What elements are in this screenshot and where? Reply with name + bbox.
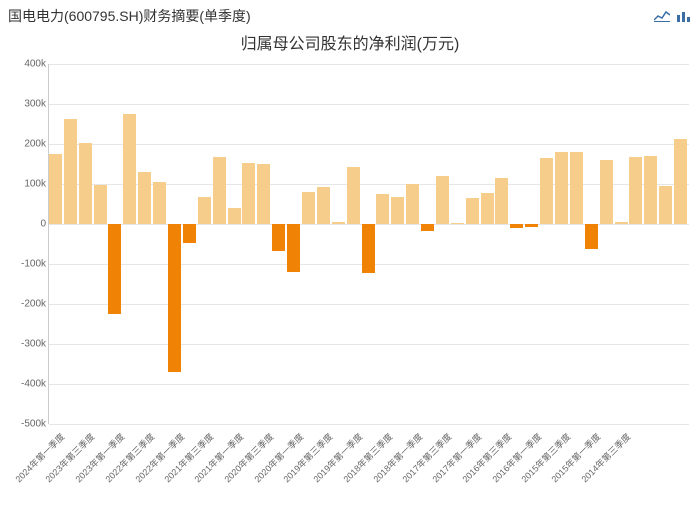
bar bbox=[123, 114, 136, 224]
bar bbox=[376, 194, 389, 224]
bar bbox=[495, 178, 508, 224]
y-tick-label: 300k bbox=[6, 99, 46, 110]
y-tick-label: -300k bbox=[6, 339, 46, 350]
bar bbox=[525, 224, 538, 227]
bar bbox=[629, 157, 642, 224]
grid-line bbox=[49, 64, 689, 65]
chart-area: -500k -400k -300k -200k -100k 0 100k 200k 300k 40… bbox=[0, 54, 700, 509]
bar bbox=[570, 152, 583, 224]
grid-line bbox=[49, 144, 689, 145]
line-chart-icon[interactable] bbox=[654, 10, 670, 22]
bar bbox=[466, 198, 479, 224]
bar bbox=[347, 167, 360, 224]
y-tick-label: -400k bbox=[6, 379, 46, 390]
bar bbox=[79, 143, 92, 224]
bar bbox=[436, 176, 449, 224]
grid-line bbox=[49, 384, 689, 385]
y-tick-label: 200k bbox=[6, 139, 46, 150]
grid-line bbox=[49, 304, 689, 305]
bar bbox=[183, 224, 196, 243]
bar bbox=[615, 222, 628, 224]
bar bbox=[272, 224, 285, 251]
bar bbox=[659, 186, 672, 224]
bar bbox=[540, 158, 553, 224]
bar bbox=[242, 163, 255, 224]
bar bbox=[153, 182, 166, 224]
bar-chart-icon[interactable] bbox=[676, 10, 692, 22]
bar bbox=[585, 224, 598, 249]
bar bbox=[94, 185, 107, 224]
bar bbox=[391, 197, 404, 224]
bar bbox=[332, 222, 345, 224]
bar bbox=[228, 208, 241, 224]
bar bbox=[451, 223, 464, 224]
bar bbox=[108, 224, 121, 314]
bar bbox=[481, 193, 494, 224]
y-tick-label: -200k bbox=[6, 299, 46, 310]
y-tick-label: -500k bbox=[6, 419, 46, 430]
grid-line bbox=[49, 104, 689, 105]
bar bbox=[510, 224, 523, 228]
bar bbox=[674, 139, 687, 224]
bar bbox=[406, 184, 419, 224]
bar bbox=[49, 154, 62, 224]
y-tick-label: 0 bbox=[6, 219, 46, 230]
y-tick-label: 400k bbox=[6, 59, 46, 70]
chart-title: 归属母公司股东的净利润(万元) bbox=[0, 30, 700, 54]
bar bbox=[362, 224, 375, 273]
bar bbox=[317, 187, 330, 224]
bar bbox=[198, 197, 211, 224]
bar bbox=[64, 119, 77, 224]
bar bbox=[421, 224, 434, 231]
page-title: 国电电力(600795.SH)财务摘要(单季度) bbox=[8, 6, 251, 26]
grid-line bbox=[49, 424, 689, 425]
chart-type-toggle bbox=[654, 10, 692, 22]
bar bbox=[257, 164, 270, 224]
y-tick-label: 100k bbox=[6, 179, 46, 190]
bar bbox=[600, 160, 613, 224]
bar bbox=[555, 152, 568, 224]
bar bbox=[644, 156, 657, 224]
header: 国电电力(600795.SH)财务摘要(单季度) bbox=[0, 0, 700, 26]
y-tick-label: -100k bbox=[6, 259, 46, 270]
bar bbox=[213, 157, 226, 224]
bar bbox=[138, 172, 151, 224]
grid-line bbox=[49, 344, 689, 345]
bar bbox=[168, 224, 181, 372]
bar bbox=[287, 224, 300, 272]
bar bbox=[302, 192, 315, 224]
